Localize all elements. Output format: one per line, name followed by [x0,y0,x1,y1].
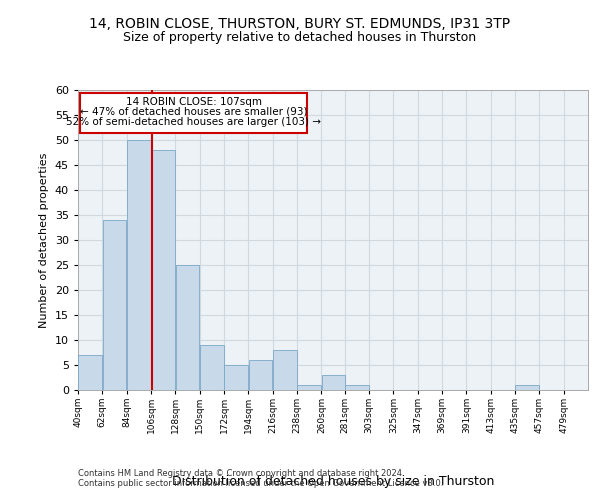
Bar [298,385,321,390]
Bar [103,220,126,390]
Text: Contains public sector information licensed under the Open Government Licence v3: Contains public sector information licen… [78,478,443,488]
Bar [79,355,102,390]
Text: 52% of semi-detached houses are larger (103) →: 52% of semi-detached houses are larger (… [66,117,321,127]
Text: Contains HM Land Registry data © Crown copyright and database right 2024.: Contains HM Land Registry data © Crown c… [78,468,404,477]
Bar [224,365,248,390]
Text: 14 ROBIN CLOSE: 107sqm: 14 ROBIN CLOSE: 107sqm [125,97,262,107]
Text: ← 47% of detached houses are smaller (93): ← 47% of detached houses are smaller (93… [80,107,307,117]
Bar [249,360,272,390]
Bar [127,140,151,390]
Y-axis label: Number of detached properties: Number of detached properties [39,152,49,328]
X-axis label: Distribution of detached houses by size in Thurston: Distribution of detached houses by size … [172,475,494,488]
Bar [273,350,296,390]
Text: 14, ROBIN CLOSE, THURSTON, BURY ST. EDMUNDS, IP31 3TP: 14, ROBIN CLOSE, THURSTON, BURY ST. EDMU… [89,18,511,32]
Bar [345,385,368,390]
Bar [515,385,539,390]
Bar [80,92,307,132]
Text: Size of property relative to detached houses in Thurston: Size of property relative to detached ho… [124,31,476,44]
Bar [176,265,199,390]
Bar [322,375,345,390]
Bar [200,345,224,390]
Bar [151,150,175,390]
